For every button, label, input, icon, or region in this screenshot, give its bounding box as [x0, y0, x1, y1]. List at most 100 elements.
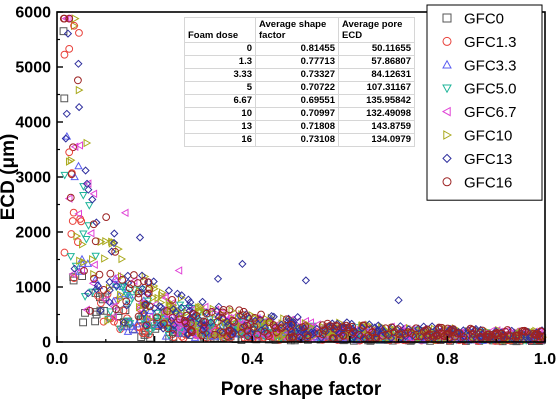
data-point-gfc16 — [331, 321, 340, 330]
data-point-gfc13 — [139, 308, 149, 318]
data-point-gfc10 — [149, 293, 158, 302]
data-point-gfc13 — [213, 274, 223, 283]
data-point-gfc5-0 — [60, 171, 69, 180]
data-point-gfc16 — [112, 305, 120, 313]
data-point-gfc16 — [67, 170, 76, 179]
table-cell: 50.11655 — [338, 42, 415, 56]
data-point-gfc16 — [134, 294, 143, 302]
table-cell: 13 — [184, 120, 256, 134]
data-point-gfc13 — [156, 320, 165, 330]
data-point-gfc3-3 — [74, 161, 83, 170]
data-point-gfc10 — [177, 309, 186, 319]
data-point-gfc16 — [86, 306, 94, 315]
data-point-gfc16 — [218, 313, 227, 322]
data-point-gfc16 — [289, 332, 298, 341]
data-point-gfc10 — [219, 331, 227, 340]
x-tick-label: 1.0 — [534, 351, 556, 368]
data-point-gfc1-3 — [69, 208, 78, 217]
legend-marker — [442, 177, 452, 187]
data-point-gfc10 — [192, 326, 201, 335]
data-point-gfc16 — [476, 329, 485, 337]
data-point-gfc16 — [265, 318, 274, 327]
data-point-gfc13 — [373, 325, 382, 335]
data-point-gfc13 — [394, 296, 403, 305]
data-point-gfc16 — [381, 324, 390, 333]
legend-label: GFC5.0 — [464, 81, 517, 98]
data-point-gfc16 — [244, 332, 252, 341]
data-point-gfc16 — [125, 284, 134, 293]
data-point-gfc10 — [73, 231, 82, 241]
data-point-gfc13 — [137, 271, 147, 280]
data-point-gfc16 — [318, 330, 327, 339]
data-point-gfc16 — [412, 324, 420, 333]
data-point-gfc16 — [444, 329, 453, 338]
data-point-gfc16 — [282, 315, 291, 324]
data-point-gfc5-0 — [152, 309, 162, 318]
x-axis-title: Pore shape factor — [221, 379, 382, 400]
data-point-gfc6-7 — [74, 209, 83, 219]
data-point-gfc13 — [214, 312, 223, 322]
data-point-gfc5-0 — [149, 324, 158, 333]
data-point-gfc13 — [185, 301, 194, 311]
data-point-gfc5-0 — [104, 315, 113, 324]
table-cell: 57.86807 — [338, 55, 415, 69]
data-point-gfc13 — [365, 320, 374, 329]
data-point-gfc1-3 — [70, 21, 78, 30]
data-point-gfc6-7 — [390, 334, 399, 343]
data-point-gfc13 — [198, 297, 207, 306]
data-point-gfc6-7 — [120, 208, 129, 218]
data-point-gfc1-3 — [138, 329, 147, 337]
data-point-gfc16 — [521, 328, 530, 336]
data-point-gfc16 — [260, 327, 269, 336]
data-point-gfc13 — [242, 310, 251, 319]
x-tick-label: 0.2 — [143, 351, 165, 368]
data-point-gfc13 — [62, 109, 71, 118]
data-point-gfc16 — [238, 328, 246, 337]
table-cell: 5 — [184, 81, 256, 95]
data-point-gfc16 — [69, 143, 77, 152]
data-point-gfc16 — [91, 237, 100, 246]
data-point-gfc10 — [83, 138, 92, 148]
legend-marker — [441, 106, 451, 117]
data-point-gfc13 — [93, 281, 102, 290]
x-tick-label: 0.6 — [339, 351, 361, 368]
table-row: 3.33 0.73327 84.12631 — [184, 68, 415, 82]
data-point-gfc6-7 — [255, 328, 264, 338]
data-point-gfc13 — [189, 312, 198, 321]
data-point-gfc16 — [493, 329, 501, 338]
table-row: 1.3 0.77713 57.86807 — [184, 55, 415, 69]
data-point-gfc16 — [320, 326, 329, 335]
data-point-gfc6-7 — [135, 304, 144, 313]
data-point-gfc16 — [348, 322, 357, 331]
data-point-gfc10 — [97, 237, 106, 246]
data-point-gfc16 — [253, 330, 262, 339]
data-point-gfc5-0 — [79, 230, 88, 239]
data-point-gfc1-3 — [65, 148, 74, 157]
data-point-gfc13 — [74, 102, 84, 112]
legend: GFC0 GFC1.3 GFC3.3 GFC5.0 GFC6.7 GFC10 GFC13 GF… — [426, 4, 543, 201]
axis-ticks: 0.0 0.2 0.4 0.6 0.8 1.0 0 1000 2000 3000 4000 5000 6… — [15, 5, 556, 369]
data-point-gfc16 — [295, 333, 304, 342]
table-cell: 0.77713 — [255, 55, 339, 69]
legend-label: GFC1.3 — [464, 34, 517, 51]
data-point-gfc13 — [463, 325, 473, 335]
legend-marker — [442, 153, 452, 164]
data-point-gfc16 — [468, 330, 477, 338]
data-point-gfc10 — [65, 157, 74, 166]
data-point-gfc6-7 — [200, 302, 209, 312]
data-point-gfc16 — [99, 286, 108, 294]
data-point-gfc16 — [401, 329, 410, 338]
table-cell: 6.67 — [184, 94, 256, 108]
data-point-gfc16 — [213, 317, 222, 326]
data-point-gfc6-7 — [109, 312, 117, 322]
data-point-gfc13 — [109, 238, 119, 248]
data-point-gfc3-3 — [132, 319, 142, 328]
data-point-gfc16 — [111, 247, 120, 256]
data-point-gfc16 — [90, 274, 98, 283]
data-point-gfc13 — [105, 277, 114, 287]
data-point-gfc5-0 — [91, 252, 100, 261]
data-point-gfc16 — [210, 330, 219, 339]
data-point-gfc16 — [144, 278, 153, 287]
table-row: 13 0.71808 143.8759 — [184, 120, 415, 134]
data-point-gfc10 — [228, 306, 237, 316]
